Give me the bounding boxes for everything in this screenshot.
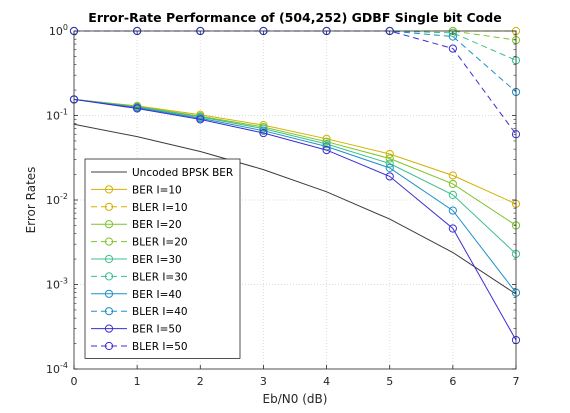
legend-swatch-marker [104,272,114,281]
series-line-8 [73,98,517,294]
x-axis-label: Eb/N0 (dB) [263,392,328,406]
series-line-4 [73,98,517,226]
legend-swatch-marker [104,237,114,246]
x-tick-label: 0 [71,375,78,388]
y-tick-base: 10 [46,363,60,376]
legend-swatch-marker [104,220,114,229]
series-8-point [385,163,394,172]
legend-entry-label: BLER I=50 [132,341,188,353]
y-tick-label: 10-1 [46,108,68,123]
x-tick-label: 5 [386,375,393,388]
legend-entry-label: BER I=40 [132,289,182,301]
y-tick-label: 10-4 [46,361,68,376]
legend: Uncoded BPSK BER BER I=10 BLER I=10 BER I=2… [84,158,241,359]
series-10-point [196,115,205,124]
series-line-2 [73,98,517,205]
y-tick-exponent: 0 [63,23,68,32]
y-tick-base: 10 [49,25,63,38]
x-tick-label: 1 [134,375,141,388]
series-4-point [322,137,331,146]
legend-entry-label: BER I=10 [132,184,182,196]
series-6-point [322,139,331,149]
y-axis-label: Error Rates [24,167,38,234]
legend-entry-label: BLER I=10 [132,202,188,214]
y-tick-exponent: -2 [60,192,68,201]
x-tick-label: 7 [513,375,520,388]
series-6-point [448,190,457,199]
y-tick-label: 10-2 [46,192,68,207]
legend-entry-label: Uncoded BPSK BER [132,167,233,179]
y-tick-base: 10 [46,279,60,292]
legend-entry-label: BER I=50 [132,324,182,336]
x-tick-label: 4 [323,375,330,388]
series-2-point [385,149,394,159]
y-tick-exponent: -4 [60,361,68,370]
series-10-point [259,128,268,138]
series-line-10 [73,98,517,341]
x-tick-label: 3 [260,375,267,388]
series-2-point [448,171,457,180]
legend-entry-label: BLER I=30 [132,271,188,283]
legend-swatch-marker [104,324,114,333]
series-8-point [448,206,457,215]
x-tick-label: 2 [197,375,204,388]
series-4-point [448,179,457,189]
series-4-point [385,154,394,163]
series-6-point [385,159,394,168]
series-10-point [448,224,457,233]
series-10-point [133,104,142,113]
series-line-6 [73,98,517,255]
legend-entry-label: BER I=30 [132,254,182,266]
y-tick-exponent: -1 [60,108,68,117]
y-tick-base: 10 [46,194,60,207]
legend-swatch-marker [104,202,114,211]
y-tick-label: 100 [49,23,68,38]
x-tick-label: 6 [449,375,456,388]
y-tick-base: 10 [46,110,60,123]
series-6-point [259,124,268,133]
y-tick-exponent: -3 [60,277,68,286]
series-line-1 [73,123,517,295]
legend-swatch-marker [104,341,114,351]
series-10-point [322,145,331,155]
y-tick-label: 10-3 [46,277,68,292]
series-8-point [259,126,268,135]
legend-swatch-marker [104,254,114,264]
chart-title: Error-Rate Performance of (504,252) GDBF… [88,10,501,25]
legend-entry-label: BER I=20 [132,219,182,231]
legend-swatch-marker [104,307,114,316]
legend-entry-label: BLER I=20 [132,237,188,249]
series-10-point [385,172,394,181]
legend-entry-label: BLER I=40 [132,306,188,318]
series-7-point [448,28,457,37]
legend-swatch-marker [104,185,114,194]
series-11-point [448,44,457,53]
legend-swatch-marker [104,289,114,298]
